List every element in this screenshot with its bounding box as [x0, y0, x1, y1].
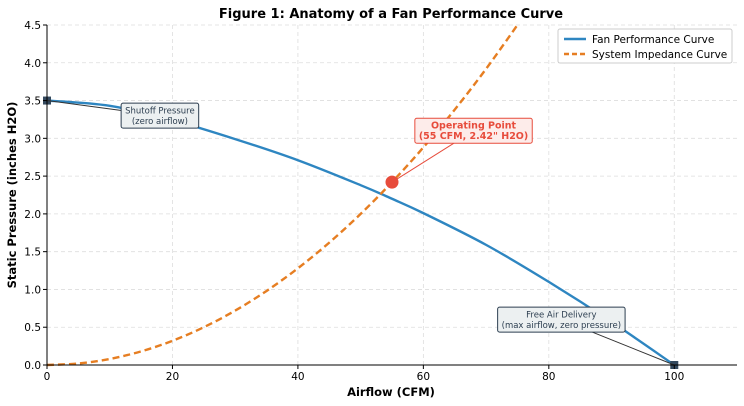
axes: 0 20 40 60 80 100 0.0 0.5 1.0 1.5 2.0 2.5 3.0 3.5 4.0 4… — [24, 20, 737, 383]
legend-box — [557, 28, 733, 64]
operating-point-annotation: Operating Point(55 CFM, 2.42" H2O) — [391, 117, 533, 183]
annotation-layer: Shutoff Pressure(zero airflow) Operating … — [46, 100, 675, 366]
y-tick-label: 2.5 — [24, 171, 41, 183]
annotation-text: Free Air Delivery — [526, 310, 596, 320]
y-tick-label: 0.0 — [24, 360, 41, 372]
annotation-box — [497, 306, 626, 333]
x-tick-label: 100 — [664, 371, 684, 383]
x-tick-label: 60 — [417, 371, 430, 383]
annotation-text: (55 CFM, 2.42" H2O) — [419, 131, 528, 142]
free-air-annotation: Free Air Delivery(max airflow, zero pres… — [497, 306, 675, 366]
x-tick-label: 0 — [44, 371, 51, 383]
y-tick-label: 3.0 — [24, 133, 41, 145]
shutoff-annotation: Shutoff Pressure(zero airflow) — [46, 100, 200, 129]
system-impedance-curve — [46, 24, 519, 367]
y-tick-label: 1.0 — [24, 284, 41, 296]
annotation-box — [120, 102, 200, 129]
grid-lines — [46, 24, 737, 366]
legend-label: System Impedance Curve — [592, 49, 727, 61]
y-tick-label: 4.5 — [24, 20, 41, 32]
y-axis-label: Static Pressure (inches H2O) — [5, 102, 19, 289]
legend: Fan Performance Curve System Impedance Cu… — [557, 28, 733, 64]
y-tick-label: 4.0 — [24, 58, 41, 70]
y-tick-label: 2.0 — [24, 209, 41, 221]
chart-title: Figure 1: Anatomy of a Fan Performance C… — [219, 7, 563, 22]
x-tick-label: 20 — [166, 371, 179, 383]
x-tick-label: 80 — [542, 371, 555, 383]
legend-label: Fan Performance Curve — [592, 34, 714, 46]
annotation-box — [414, 117, 533, 144]
y-tick-label: 1.5 — [24, 247, 41, 259]
annotation-text: (zero airflow) — [132, 117, 188, 127]
annotation-text: Shutoff Pressure — [125, 106, 195, 116]
y-tick-label: 3.5 — [24, 96, 41, 108]
x-tick-label: 40 — [291, 371, 304, 383]
annotation-text: Operating Point — [431, 121, 517, 132]
x-axis-label: Airflow (CFM) — [347, 385, 435, 399]
annotation-text: (max airflow, zero pressure) — [502, 321, 621, 331]
y-tick-label: 0.5 — [24, 322, 41, 334]
